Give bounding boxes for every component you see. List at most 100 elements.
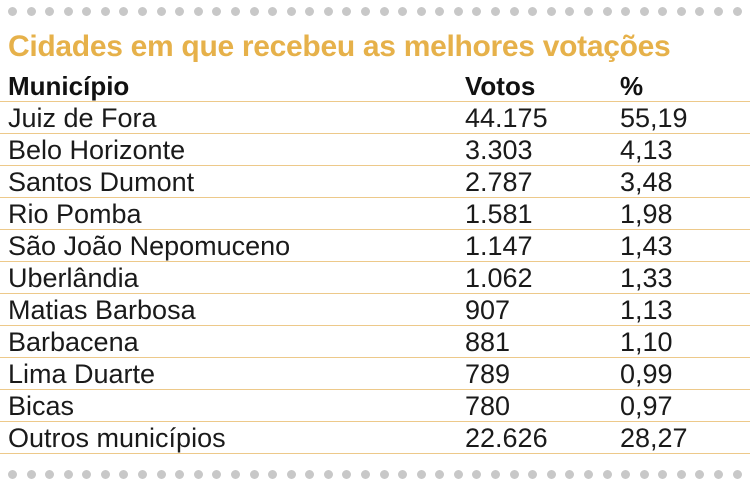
border-dot — [193, 469, 203, 479]
border-dot — [342, 469, 352, 479]
municipio-cell: Uberlândia — [8, 263, 139, 293]
municipio-cell: Belo Horizonte — [8, 135, 186, 165]
border-dot — [230, 469, 240, 479]
votos-cell: 2.787 — [465, 167, 533, 197]
border-dot — [323, 6, 333, 16]
border-dot — [565, 6, 575, 16]
border-dot — [453, 6, 463, 16]
votes-table: Município Votos % Juiz de Fora 44.175 55,1… — [0, 70, 750, 454]
votos-cell: 907 — [465, 295, 511, 325]
border-dot — [379, 469, 389, 479]
border-dot — [286, 469, 296, 479]
border-dot — [82, 6, 92, 16]
table-row: Uberlândia 1.062 1,33 — [0, 262, 750, 294]
border-dot — [639, 6, 649, 16]
municipio-cell: Rio Pomba — [8, 199, 142, 229]
percent-cell: 0,99 — [620, 359, 673, 389]
border-dot — [342, 6, 352, 16]
border-dot — [138, 6, 148, 16]
border-dot — [249, 469, 259, 479]
border-dot — [249, 6, 259, 16]
votos-cell: 3.303 — [465, 135, 533, 165]
border-dot — [82, 469, 92, 479]
border-dot — [583, 469, 593, 479]
municipio-cell: Outros municípios — [8, 423, 226, 453]
border-dot — [416, 469, 426, 479]
municipio-cell: São João Nepomuceno — [8, 231, 291, 261]
header-municipio: Município — [8, 71, 130, 101]
border-dot — [8, 469, 17, 479]
votos-cell: 1.147 — [465, 231, 533, 261]
border-dot — [193, 6, 203, 16]
border-dot — [713, 6, 723, 16]
border-dot — [658, 469, 668, 479]
border-dot — [676, 6, 686, 16]
border-dot — [212, 469, 222, 479]
percent-cell: 3,48 — [620, 167, 673, 197]
table-row: Bicas 780 0,97 — [0, 390, 750, 422]
border-dot — [621, 469, 631, 479]
border-dot — [212, 6, 222, 16]
table-title: Cidades em que recebeu as melhores votaç… — [8, 30, 671, 63]
top-dotted-border — [0, 4, 750, 18]
percent-cell: 1,98 — [620, 199, 673, 229]
table-row: Santos Dumont 2.787 3,48 — [0, 166, 750, 198]
percent-cell: 55,19 — [620, 103, 688, 133]
border-dot — [472, 6, 482, 16]
table-header-row: Município Votos % — [0, 70, 750, 102]
border-dot — [583, 6, 593, 16]
table-row: Matias Barbosa 907 1,13 — [0, 294, 750, 326]
municipio-cell: Matias Barbosa — [8, 295, 196, 325]
votos-cell: 789 — [465, 359, 511, 389]
percent-cell: 28,27 — [620, 423, 688, 453]
border-dot — [602, 469, 612, 479]
border-dot — [453, 469, 463, 479]
percent-cell: 1,10 — [620, 327, 673, 357]
percent-cell: 1,33 — [620, 263, 673, 293]
border-dot — [695, 6, 705, 16]
border-dot — [45, 469, 55, 479]
table-row: Belo Horizonte 3.303 4,13 — [0, 134, 750, 166]
border-dot — [323, 469, 333, 479]
table-row: Rio Pomba 1.581 1,98 — [0, 198, 750, 230]
border-dot — [713, 469, 723, 479]
bottom-dotted-border — [0, 467, 750, 481]
border-dot — [230, 6, 240, 16]
border-dot — [175, 469, 185, 479]
table-body: Juiz de Fora 44.175 55,19 Belo Horizonte 3.3… — [0, 102, 750, 454]
header-percent: % — [620, 71, 644, 101]
votos-cell: 1.581 — [465, 199, 533, 229]
table-row: Juiz de Fora 44.175 55,19 — [0, 102, 750, 134]
header-votos: Votos — [465, 71, 536, 101]
border-dot — [491, 6, 501, 16]
border-dot — [26, 469, 36, 479]
border-dot — [379, 6, 389, 16]
border-dot — [491, 469, 501, 479]
border-dot — [528, 6, 538, 16]
votos-cell: 1.062 — [465, 263, 533, 293]
border-dot — [119, 469, 129, 479]
municipio-cell: Lima Duarte — [8, 359, 156, 389]
border-dot — [45, 6, 55, 16]
border-dot — [732, 6, 742, 16]
border-dot — [8, 6, 17, 16]
percent-cell: 0,97 — [620, 391, 673, 421]
border-dot — [509, 469, 519, 479]
border-dot — [305, 469, 315, 479]
border-dot — [156, 469, 166, 479]
municipio-cell: Bicas — [8, 391, 75, 421]
border-dot — [732, 469, 742, 479]
border-dot — [26, 6, 36, 16]
border-dot — [658, 6, 668, 16]
border-dot — [100, 469, 110, 479]
votos-cell: 44.175 — [465, 103, 548, 133]
border-dot — [472, 469, 482, 479]
border-dot — [138, 469, 148, 479]
municipio-cell: Juiz de Fora — [8, 103, 157, 133]
border-dot — [360, 469, 370, 479]
border-dot — [119, 6, 129, 16]
border-dot — [695, 469, 705, 479]
votos-cell: 881 — [465, 327, 511, 357]
border-dot — [268, 6, 278, 16]
border-dot — [360, 6, 370, 16]
